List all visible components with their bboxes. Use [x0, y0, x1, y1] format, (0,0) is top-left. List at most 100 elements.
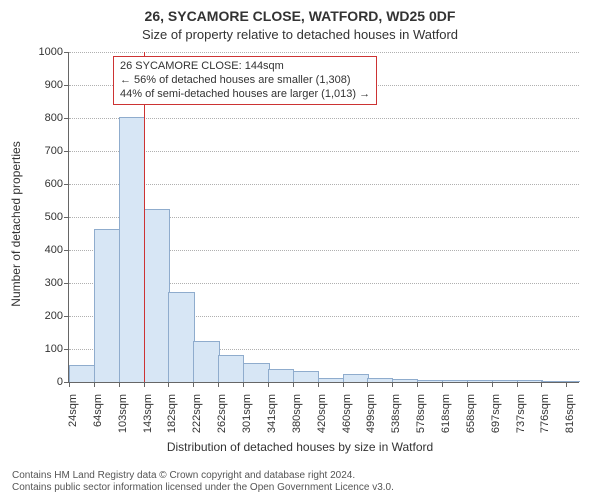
x-tick-label: 262sqm	[216, 394, 228, 433]
x-tick-mark	[268, 382, 269, 387]
x-tick-label: 301sqm	[241, 394, 253, 433]
footer-line-1: Contains HM Land Registry data © Crown c…	[12, 470, 600, 482]
x-tick-mark	[442, 382, 443, 387]
histogram-bar	[541, 381, 568, 382]
x-tick-mark	[94, 382, 95, 387]
histogram-bar	[392, 379, 419, 382]
x-tick-label: 24sqm	[67, 394, 79, 427]
x-tick-mark	[392, 382, 393, 387]
y-tick-mark	[64, 217, 69, 218]
x-tick-label: 420sqm	[316, 394, 328, 433]
x-tick-label: 499sqm	[365, 394, 377, 433]
plot-area: 0100200300400500600700800900100024sqm64s…	[68, 52, 579, 383]
histogram-bar	[144, 209, 170, 382]
y-tick-label: 300	[45, 277, 63, 289]
y-tick-mark	[64, 250, 69, 251]
y-tick-mark	[64, 151, 69, 152]
x-tick-mark	[517, 382, 518, 387]
x-tick-mark	[243, 382, 244, 387]
gridline-h	[69, 118, 579, 119]
histogram-bar	[318, 378, 345, 382]
x-tick-mark	[318, 382, 319, 387]
x-tick-label: 816sqm	[564, 394, 576, 433]
y-tick-label: 600	[45, 178, 63, 190]
x-tick-label: 341sqm	[266, 394, 278, 433]
x-tick-label: 182sqm	[166, 394, 178, 433]
x-tick-label: 460sqm	[341, 394, 353, 433]
histogram-bar	[168, 292, 195, 382]
y-tick-mark	[64, 349, 69, 350]
x-tick-mark	[492, 382, 493, 387]
y-tick-label: 900	[45, 79, 63, 91]
x-tick-mark	[119, 382, 120, 387]
x-tick-mark	[566, 382, 567, 387]
footer-line-2: Contains public sector information licen…	[12, 482, 600, 494]
histogram-bar	[467, 380, 493, 382]
histogram-bar	[293, 371, 320, 382]
histogram-bar	[566, 381, 580, 382]
chart-title-description: Size of property relative to detached ho…	[0, 27, 600, 42]
y-tick-label: 0	[57, 376, 63, 388]
histogram-bar	[442, 380, 469, 382]
footer-attribution: Contains HM Land Registry data © Crown c…	[0, 470, 600, 494]
x-tick-mark	[417, 382, 418, 387]
histogram-bar	[417, 380, 444, 382]
y-tick-label: 800	[45, 112, 63, 124]
histogram-bar	[218, 355, 244, 382]
histogram-bar	[268, 369, 294, 382]
y-axis-title: Number of detached properties	[9, 141, 23, 306]
x-tick-label: 222sqm	[191, 394, 203, 433]
x-tick-label: 737sqm	[515, 394, 527, 433]
histogram-bar	[243, 363, 270, 382]
histogram-bar	[94, 229, 120, 382]
x-tick-label: 103sqm	[117, 394, 129, 433]
annotation-line: 44% of semi-detached houses are larger (…	[120, 88, 370, 102]
y-tick-mark	[64, 52, 69, 53]
histogram-bar	[517, 380, 543, 382]
y-tick-label: 100	[45, 343, 63, 355]
y-tick-label: 400	[45, 244, 63, 256]
gridline-h	[69, 52, 579, 53]
x-tick-label: 578sqm	[415, 394, 427, 433]
histogram-bar	[69, 365, 96, 383]
y-tick-mark	[64, 85, 69, 86]
x-tick-mark	[193, 382, 194, 387]
x-tick-label: 618sqm	[440, 394, 452, 433]
gridline-h	[69, 184, 579, 185]
x-tick-mark	[69, 382, 70, 387]
x-tick-mark	[168, 382, 169, 387]
annotation-line: 26 SYCAMORE CLOSE: 144sqm	[120, 60, 370, 74]
x-tick-mark	[343, 382, 344, 387]
y-tick-mark	[64, 118, 69, 119]
histogram-bar	[492, 380, 519, 382]
y-tick-mark	[64, 184, 69, 185]
x-tick-label: 697sqm	[490, 394, 502, 433]
y-tick-mark	[64, 283, 69, 284]
x-tick-mark	[144, 382, 145, 387]
x-tick-mark	[541, 382, 542, 387]
x-tick-label: 538sqm	[390, 394, 402, 433]
histogram-bar	[193, 341, 220, 382]
x-tick-mark	[293, 382, 294, 387]
histogram-bar	[367, 378, 393, 382]
histogram-bar	[343, 374, 369, 382]
x-tick-mark	[218, 382, 219, 387]
annotation-line: ← 56% of detached houses are smaller (1,…	[120, 74, 370, 88]
gridline-h	[69, 151, 579, 152]
y-tick-label: 700	[45, 145, 63, 157]
x-axis-title: Distribution of detached houses by size …	[0, 440, 600, 454]
y-tick-label: 500	[45, 211, 63, 223]
chart-title-address: 26, SYCAMORE CLOSE, WATFORD, WD25 0DF	[0, 8, 600, 24]
property-annotation-box: 26 SYCAMORE CLOSE: 144sqm← 56% of detach…	[113, 56, 377, 105]
y-tick-label: 1000	[39, 46, 63, 58]
histogram-bar	[119, 117, 146, 382]
x-tick-label: 380sqm	[291, 394, 303, 433]
x-tick-label: 143sqm	[142, 394, 154, 433]
x-tick-mark	[367, 382, 368, 387]
chart-container: 26, SYCAMORE CLOSE, WATFORD, WD25 0DF Si…	[0, 0, 600, 500]
x-tick-label: 658sqm	[465, 394, 477, 433]
y-tick-label: 200	[45, 310, 63, 322]
x-tick-label: 64sqm	[92, 394, 104, 427]
x-tick-label: 776sqm	[539, 394, 551, 433]
x-tick-mark	[467, 382, 468, 387]
